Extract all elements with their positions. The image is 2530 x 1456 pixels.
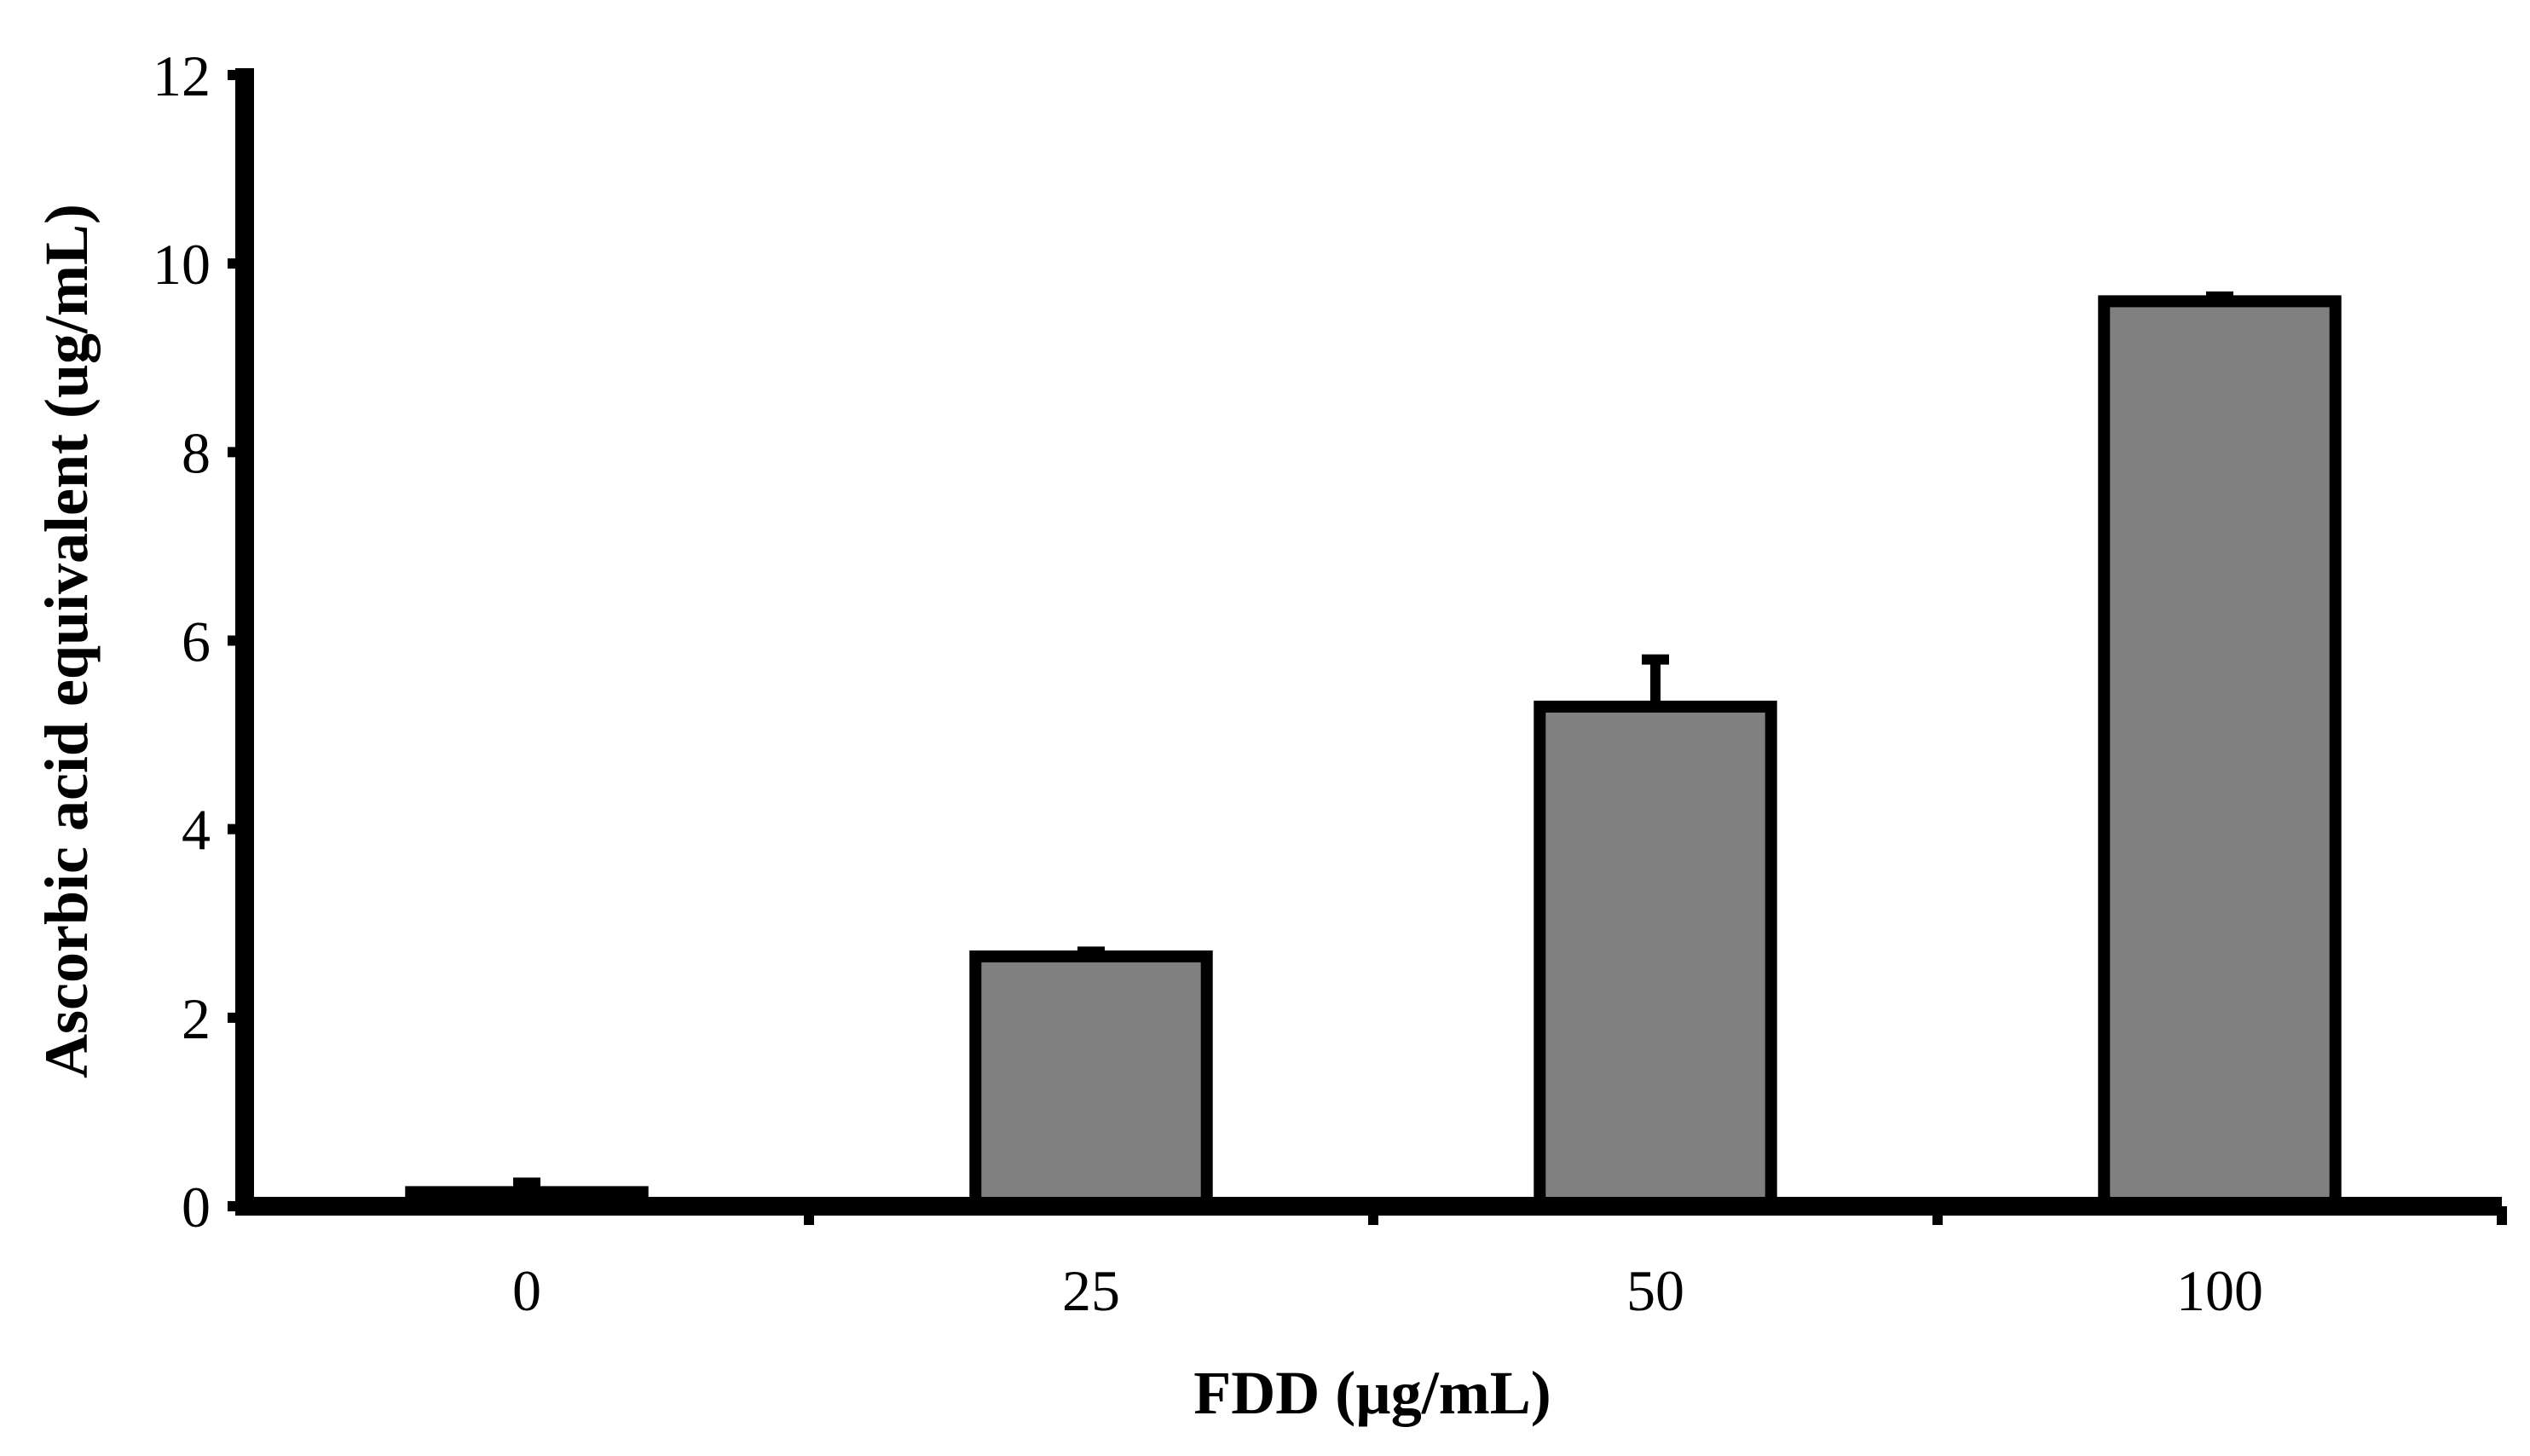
error-bar-100: [2206, 291, 2233, 302]
bars: [405, 295, 2342, 1213]
x-tick-label: 50: [1626, 1258, 1684, 1323]
y-ticks: 0 2 4 6 8 10 12: [153, 43, 245, 1239]
x-ticks: 0 25 50 100: [512, 1206, 2507, 1323]
y-axis-title: Ascorbic acid equivalent (ug/mL): [32, 204, 101, 1078]
error-bar-25: [1077, 946, 1105, 957]
bar-50: [1534, 700, 1777, 1212]
y-tick-label: 10: [153, 232, 211, 297]
x-axis-title: FDD (µg/mL): [1193, 1359, 1551, 1427]
x-tick-label: 100: [2176, 1258, 2263, 1323]
bar-100: [2098, 295, 2342, 1212]
error-bar-50: [1642, 654, 1669, 707]
error-bars: [513, 291, 2233, 1193]
y-tick-label: 12: [153, 43, 211, 108]
x-tick-label: 25: [1062, 1258, 1120, 1323]
error-bar-0: [513, 1177, 540, 1193]
y-tick-label: 8: [182, 420, 211, 485]
y-tick-label: 0: [182, 1175, 211, 1239]
x-tick-label: 0: [512, 1258, 541, 1323]
y-tick-label: 2: [182, 986, 211, 1051]
y-tick-label: 6: [182, 610, 211, 674]
bar-25: [969, 950, 1213, 1213]
y-tick-label: 4: [182, 798, 211, 863]
